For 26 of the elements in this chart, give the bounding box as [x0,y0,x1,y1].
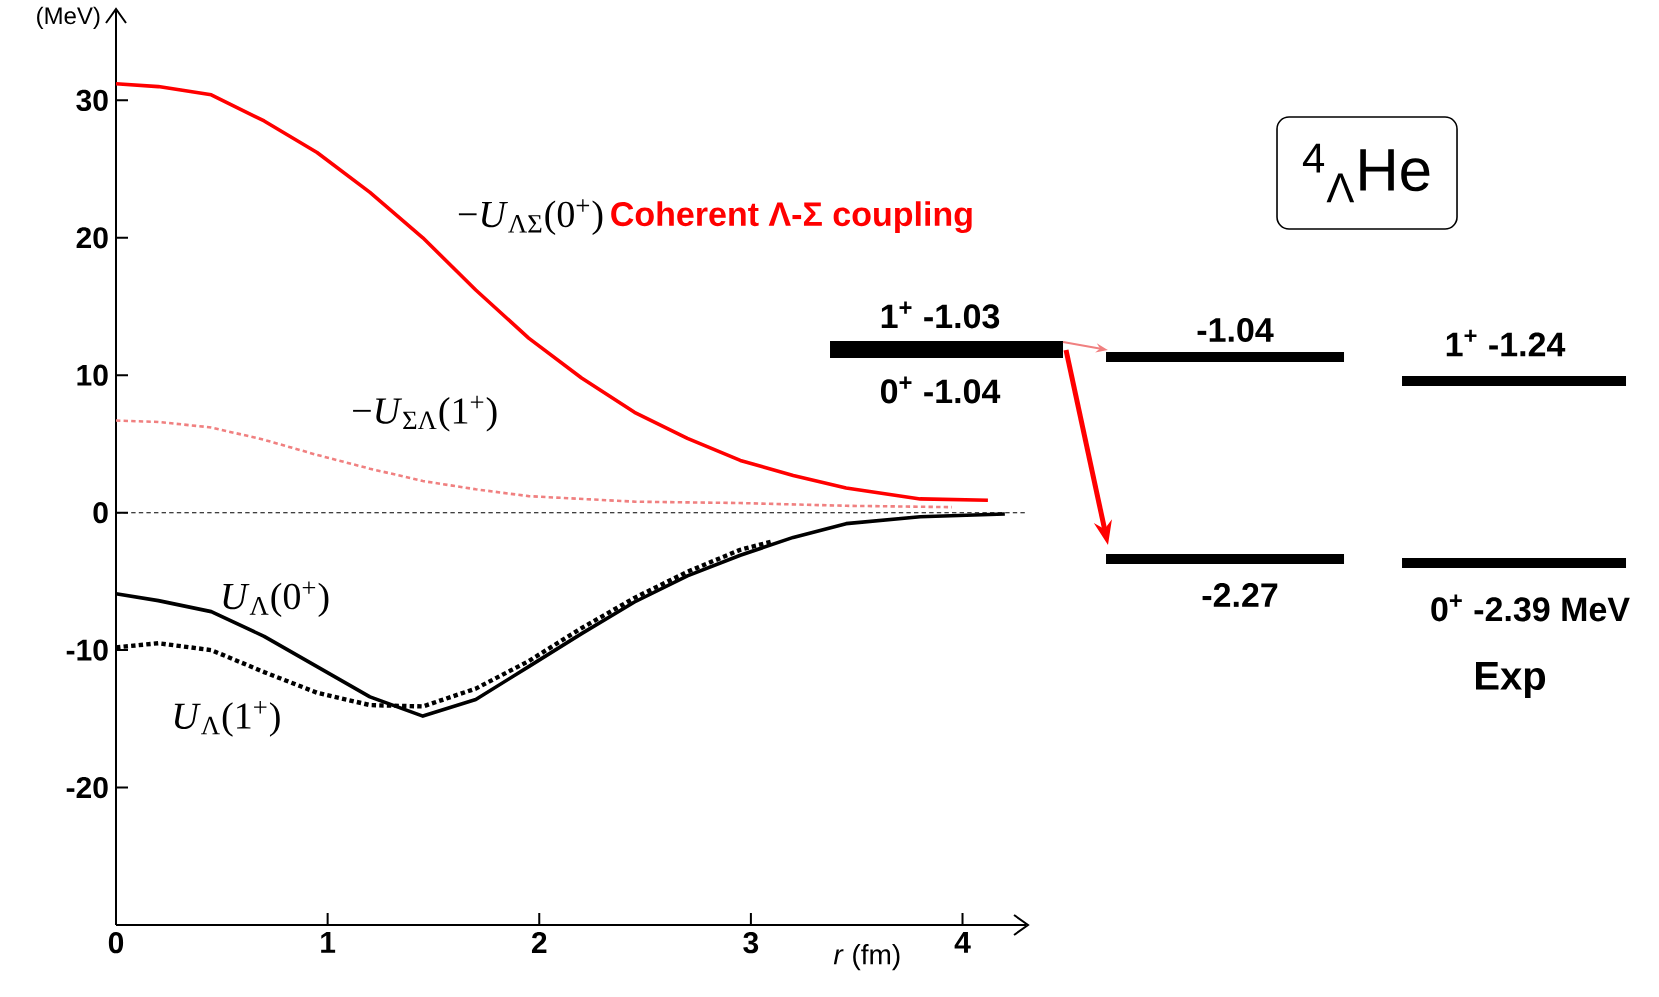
series-label: U$_{Λ}$(0$^{+}$) [223,581,329,618]
x-tick-label: 1 [321,932,336,953]
y-tick-label: 20 [76,227,108,249]
series-label: U$_{Λ}$(1$^{+}$) [174,701,280,737]
annotation: 0$^{+}$ -1.04 [880,376,1001,404]
annotation: Coherent Λ-Σ coupling [611,201,972,234]
text: 1$^{+}$ -1.24 [1446,329,1566,357]
x-tick-label: 4 [954,932,971,953]
x-axis-title: r (fm) [833,944,900,971]
x-tick-label: 2 [531,932,547,954]
series-label: −U$_{ΛΣ}$(0$^{+}$) [458,199,603,235]
annotation: 1$^{+}$ -1.03 [881,301,1000,329]
y-tick-label: 0 [93,502,108,524]
y-tick-label: 30 [76,89,108,111]
text: 0$^{+}$ -2.39 MeV [1431,594,1630,622]
y-tick-label: -10 [66,639,108,661]
x-tick-label: 0 [108,932,124,954]
x-tick-label: 3 [743,932,759,954]
series-label: −U$_{ΣΛ}$(1$^{+}$) [353,395,497,432]
text: -1.04 [1197,317,1274,343]
text: 4$_{Λ}$He [1302,143,1430,203]
y-axis-title: (MeV) [37,6,100,30]
text: Exp [1476,662,1546,698]
y-tick-label: 10 [77,364,108,386]
text: -2.27 [1202,583,1278,607]
y-tick-label: -20 [66,776,108,799]
